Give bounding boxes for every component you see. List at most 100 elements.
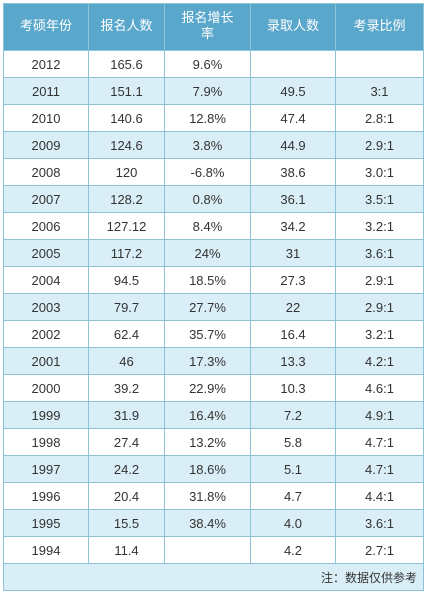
table-row: 2010 140.6 12.8% 47.4 2.8:1 (3, 104, 424, 132)
cell-year: 2012 (3, 50, 89, 78)
cell-year: 2008 (3, 158, 89, 186)
cell-admitted: 4.7 (250, 482, 336, 510)
cell-year: 1999 (3, 401, 89, 429)
table-row: 2007 128.2 0.8% 36.1 3.5:1 (3, 185, 424, 213)
cell-ratio (335, 50, 424, 78)
table-row: 1994 11.4 4.2 2.7:1 (3, 536, 424, 564)
cell-growth-rate: 17.3% (164, 347, 251, 375)
table-row: 2008 120 -6.8% 38.6 3.0:1 (3, 158, 424, 186)
cell-applicants: 24.2 (88, 455, 165, 483)
cell-year: 2003 (3, 293, 89, 321)
cell-admitted (250, 50, 336, 78)
cell-admitted: 22 (250, 293, 336, 321)
cell-admitted: 7.2 (250, 401, 336, 429)
cell-year: 2001 (3, 347, 89, 375)
cell-admitted: 49.5 (250, 77, 336, 105)
table-row: 2005 117.2 24% 31 3.6:1 (3, 239, 424, 267)
table-row: 2003 79.7 27.7% 22 2.9:1 (3, 293, 424, 321)
cell-ratio: 3.0:1 (335, 158, 424, 186)
cell-year: 2010 (3, 104, 89, 132)
cell-growth-rate: 38.4% (164, 509, 251, 537)
cell-growth-rate: 0.8% (164, 185, 251, 213)
cell-ratio: 2.9:1 (335, 131, 424, 159)
cell-applicants: 11.4 (88, 536, 165, 564)
header-admitted: 录取人数 (250, 3, 336, 51)
cell-admitted: 5.1 (250, 455, 336, 483)
cell-ratio: 3.6:1 (335, 509, 424, 537)
note-row: 注：数据仅供参考 (3, 563, 424, 591)
cell-ratio: 2.9:1 (335, 266, 424, 294)
cell-year: 1995 (3, 509, 89, 537)
cell-growth-rate: 18.6% (164, 455, 251, 483)
header-growth-rate: 报名增长率 (164, 3, 251, 51)
cell-growth-rate: 13.2% (164, 428, 251, 456)
cell-growth-rate: 35.7% (164, 320, 251, 348)
cell-growth-rate (164, 536, 251, 564)
cell-applicants: 79.7 (88, 293, 165, 321)
cell-applicants: 151.1 (88, 77, 165, 105)
cell-year: 2007 (3, 185, 89, 213)
cell-admitted: 44.9 (250, 131, 336, 159)
cell-applicants: 117.2 (88, 239, 165, 267)
cell-admitted: 36.1 (250, 185, 336, 213)
cell-year: 2002 (3, 320, 89, 348)
cell-applicants: 128.2 (88, 185, 165, 213)
cell-applicants: 127.12 (88, 212, 165, 240)
cell-applicants: 165.6 (88, 50, 165, 78)
cell-ratio: 4.2:1 (335, 347, 424, 375)
header-year: 考硕年份 (3, 3, 89, 51)
cell-admitted: 38.6 (250, 158, 336, 186)
cell-admitted: 16.4 (250, 320, 336, 348)
cell-year: 2006 (3, 212, 89, 240)
table-row: 1995 15.5 38.4% 4.0 3.6:1 (3, 509, 424, 537)
cell-growth-rate: 22.9% (164, 374, 251, 402)
cell-applicants: 140.6 (88, 104, 165, 132)
cell-growth-rate: 12.8% (164, 104, 251, 132)
cell-ratio: 3.5:1 (335, 185, 424, 213)
table-row: 2002 62.4 35.7% 16.4 3.2:1 (3, 320, 424, 348)
cell-year: 2005 (3, 239, 89, 267)
header-applicants: 报名人数 (88, 3, 165, 51)
cell-admitted: 4.2 (250, 536, 336, 564)
cell-year: 1997 (3, 455, 89, 483)
table-row: 1999 31.9 16.4% 7.2 4.9:1 (3, 401, 424, 429)
cell-applicants: 39.2 (88, 374, 165, 402)
cell-applicants: 46 (88, 347, 165, 375)
cell-ratio: 2.8:1 (335, 104, 424, 132)
table-row: 2006 127.12 8.4% 34.2 3.2:1 (3, 212, 424, 240)
data-table-container: 考硕年份 报名人数 报名增长率 录取人数 考录比例 2012 165.6 9.6% 2… (3, 3, 424, 591)
cell-growth-rate: 16.4% (164, 401, 251, 429)
cell-growth-rate: 31.8% (164, 482, 251, 510)
table-footer: 注：数据仅供参考 (3, 563, 424, 591)
cell-year: 1996 (3, 482, 89, 510)
cell-admitted: 34.2 (250, 212, 336, 240)
cell-growth-rate: 24% (164, 239, 251, 267)
cell-applicants: 31.9 (88, 401, 165, 429)
cell-ratio: 3.2:1 (335, 320, 424, 348)
cell-admitted: 27.3 (250, 266, 336, 294)
cell-applicants: 124.6 (88, 131, 165, 159)
cell-applicants: 62.4 (88, 320, 165, 348)
cell-growth-rate: -6.8% (164, 158, 251, 186)
cell-ratio: 3.6:1 (335, 239, 424, 267)
cell-ratio: 3:1 (335, 77, 424, 105)
cell-ratio: 4.6:1 (335, 374, 424, 402)
cell-growth-rate: 18.5% (164, 266, 251, 294)
cell-growth-rate: 9.6% (164, 50, 251, 78)
table-row: 2000 39.2 22.9% 10.3 4.6:1 (3, 374, 424, 402)
cell-admitted: 10.3 (250, 374, 336, 402)
cell-applicants: 94.5 (88, 266, 165, 294)
table-row: 2004 94.5 18.5% 27.3 2.9:1 (3, 266, 424, 294)
cell-year: 2000 (3, 374, 89, 402)
cell-admitted: 47.4 (250, 104, 336, 132)
cell-applicants: 120 (88, 158, 165, 186)
exam-statistics-table: 考硕年份 报名人数 报名增长率 录取人数 考录比例 2012 165.6 9.6% 2… (3, 3, 424, 591)
table-body: 2012 165.6 9.6% 2011 151.1 7.9% 49.5 3:1 2010 140… (3, 50, 424, 564)
cell-growth-rate: 27.7% (164, 293, 251, 321)
cell-ratio: 4.7:1 (335, 455, 424, 483)
cell-admitted: 31 (250, 239, 336, 267)
table-header: 考硕年份 报名人数 报名增长率 录取人数 考录比例 (3, 3, 424, 51)
table-row: 1996 20.4 31.8% 4.7 4.4:1 (3, 482, 424, 510)
table-row: 2009 124.6 3.8% 44.9 2.9:1 (3, 131, 424, 159)
cell-ratio: 3.2:1 (335, 212, 424, 240)
